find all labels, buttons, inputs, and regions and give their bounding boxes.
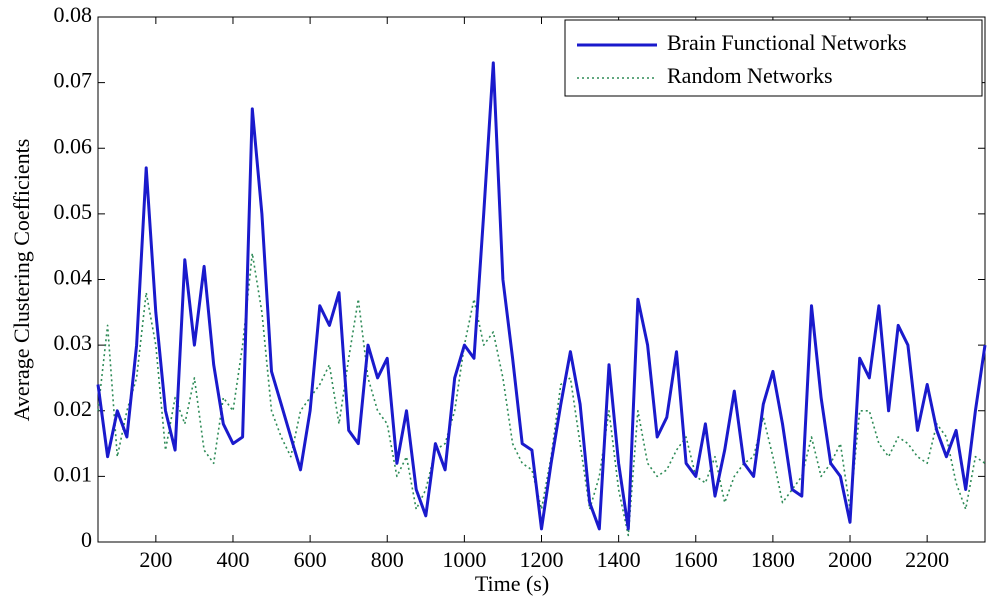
x-tick-label: 800 (371, 547, 404, 572)
legend-box (564, 19, 983, 97)
x-tick-label: 1400 (597, 547, 641, 572)
x-tick-label: 600 (294, 547, 327, 572)
y-tick-label: 0.06 (54, 133, 93, 158)
x-tick-label: 1200 (520, 547, 564, 572)
y-tick-label: 0.03 (54, 330, 93, 355)
x-tick-label: 1600 (674, 547, 718, 572)
x-axis-label: Time (s) (475, 571, 549, 596)
y-tick-label: 0 (81, 527, 92, 552)
x-tick-label: 400 (216, 547, 249, 572)
y-tick-label: 0.05 (54, 199, 93, 224)
x-tick-label: 2000 (828, 547, 872, 572)
x-tick-label: 2200 (905, 547, 949, 572)
y-tick-label: 0.07 (54, 68, 93, 93)
y-tick-label: 0.01 (54, 461, 93, 486)
y-tick-label: 0.08 (54, 2, 93, 27)
series-line (96, 61, 987, 531)
y-tick-label: 0.02 (54, 396, 93, 421)
x-tick-label: 1000 (442, 547, 486, 572)
legend-label: Brain Functional Networks (667, 30, 907, 55)
y-tick-label: 0.04 (54, 265, 93, 290)
x-tick-label: 200 (139, 547, 172, 572)
y-axis-label: Average Clustering Coefficients (9, 139, 34, 422)
legend-label: Random Networks (667, 63, 833, 88)
x-tick-label: 1800 (751, 547, 795, 572)
